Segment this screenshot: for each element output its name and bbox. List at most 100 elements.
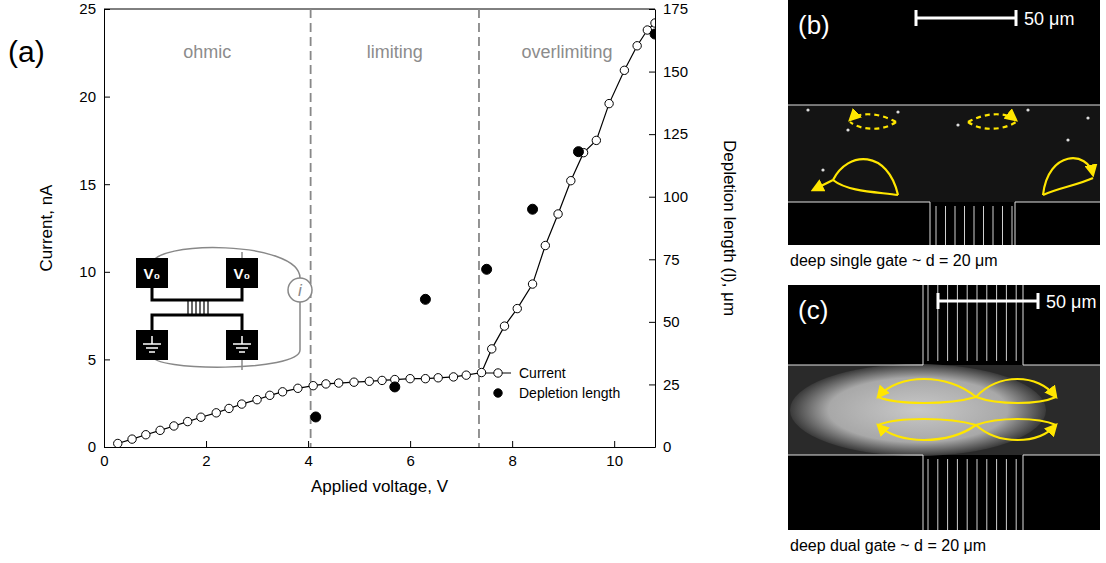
legend-entry: Current (485, 365, 566, 381)
panel-label: (b) (798, 10, 830, 40)
series-line (118, 23, 655, 443)
particle (1026, 108, 1029, 111)
inset-ground (136, 330, 168, 360)
marker (651, 19, 655, 27)
marker (142, 431, 150, 439)
tick-label: 4 (304, 452, 312, 469)
tick-label: 10 (606, 452, 623, 469)
flow-arrow (1043, 158, 1093, 195)
marker (592, 136, 600, 144)
marker (225, 404, 233, 412)
panel-caption: deep dual gate ~ d = 20 μm (790, 537, 986, 554)
divider (310, 9, 312, 447)
gate-line (937, 459, 938, 530)
inset-gate (203, 300, 204, 315)
marker (488, 345, 496, 353)
panel-label: (c) (798, 295, 828, 325)
inset-source-label: V₀ (234, 265, 251, 282)
marker (633, 42, 641, 50)
marker (294, 384, 302, 392)
gate-line (967, 285, 968, 361)
scale-bar (916, 10, 1016, 26)
marker (183, 417, 191, 425)
gate-line (957, 285, 958, 361)
y-axis: 0510152025 (79, 0, 110, 455)
marker (528, 280, 536, 288)
inset-gate (187, 300, 188, 315)
marker (620, 66, 628, 74)
gate-line (983, 206, 984, 245)
marker (462, 371, 470, 379)
channel (788, 365, 1100, 455)
tick: 2 (202, 441, 210, 469)
figure: 024681005101520250255075100125150175ohmi… (0, 0, 1106, 563)
region-label: overlimiting (521, 42, 612, 62)
tick-label: 20 (79, 88, 96, 105)
marker (378, 376, 386, 384)
tick-label: 0 (88, 438, 96, 455)
tick-mark (649, 322, 655, 323)
marker (238, 400, 246, 408)
flow-arrow (968, 122, 1016, 129)
tick-label: 25 (663, 376, 680, 393)
tick-mark (206, 441, 207, 447)
x-axis: 0246810 (100, 441, 655, 469)
tick: 20 (79, 88, 110, 105)
tick: 75 (649, 251, 680, 268)
region-label: ohmic (183, 42, 231, 62)
image-panel: 50 μm(c) (788, 285, 1100, 530)
gate-line (993, 206, 994, 245)
tick: 5 (88, 351, 110, 368)
panel-a: 024681005101520250255075100125150175ohmi… (8, 0, 739, 496)
legend-label: Current (519, 365, 566, 381)
tick: 125 (649, 125, 688, 142)
inset-channel (152, 315, 242, 330)
flow-arrow (833, 159, 898, 195)
particle (846, 128, 849, 131)
tick-mark (104, 447, 110, 448)
flow-arrow (976, 397, 1056, 403)
scale-bar-label: 50 μm (1024, 9, 1074, 29)
inset-meter-label: i (298, 281, 303, 300)
gate-line (977, 285, 978, 361)
gate-line (928, 285, 929, 361)
flow-arrow (833, 180, 898, 195)
axis-line (104, 10, 105, 448)
image-panel: 50 μm (b) (788, 0, 1100, 245)
tick-mark (104, 272, 110, 273)
gate-line (928, 459, 929, 530)
x-axis-title: Applied voltage, V (311, 477, 449, 496)
tick-label: 75 (663, 251, 680, 268)
axis-line (105, 447, 656, 448)
tick: 15 (79, 176, 110, 193)
marker (477, 368, 485, 376)
tick: 50 (649, 313, 680, 330)
marker (513, 304, 521, 312)
marker (482, 264, 492, 274)
marker (650, 29, 655, 39)
tick: 100 (649, 188, 688, 205)
marker (322, 380, 330, 388)
flow-arrow (850, 122, 896, 129)
gate-line (947, 285, 948, 361)
legend-label: Depletion length (519, 385, 620, 401)
marker (434, 374, 442, 382)
flow-arrow (850, 114, 896, 122)
particle (956, 123, 959, 126)
particle (821, 168, 824, 171)
flow-arrow (813, 180, 833, 190)
marker (406, 374, 414, 382)
tick-mark (512, 441, 513, 447)
tick-mark (649, 259, 655, 260)
marker (420, 294, 430, 304)
gate-line (1006, 285, 1007, 361)
marker (311, 412, 321, 422)
gate-line (996, 285, 997, 361)
marker (128, 435, 136, 443)
inset-wire (241, 360, 243, 370)
tick-mark (649, 447, 655, 448)
channel (788, 105, 1100, 202)
tick-mark (104, 184, 110, 185)
marker (278, 388, 286, 396)
marker (197, 413, 205, 421)
